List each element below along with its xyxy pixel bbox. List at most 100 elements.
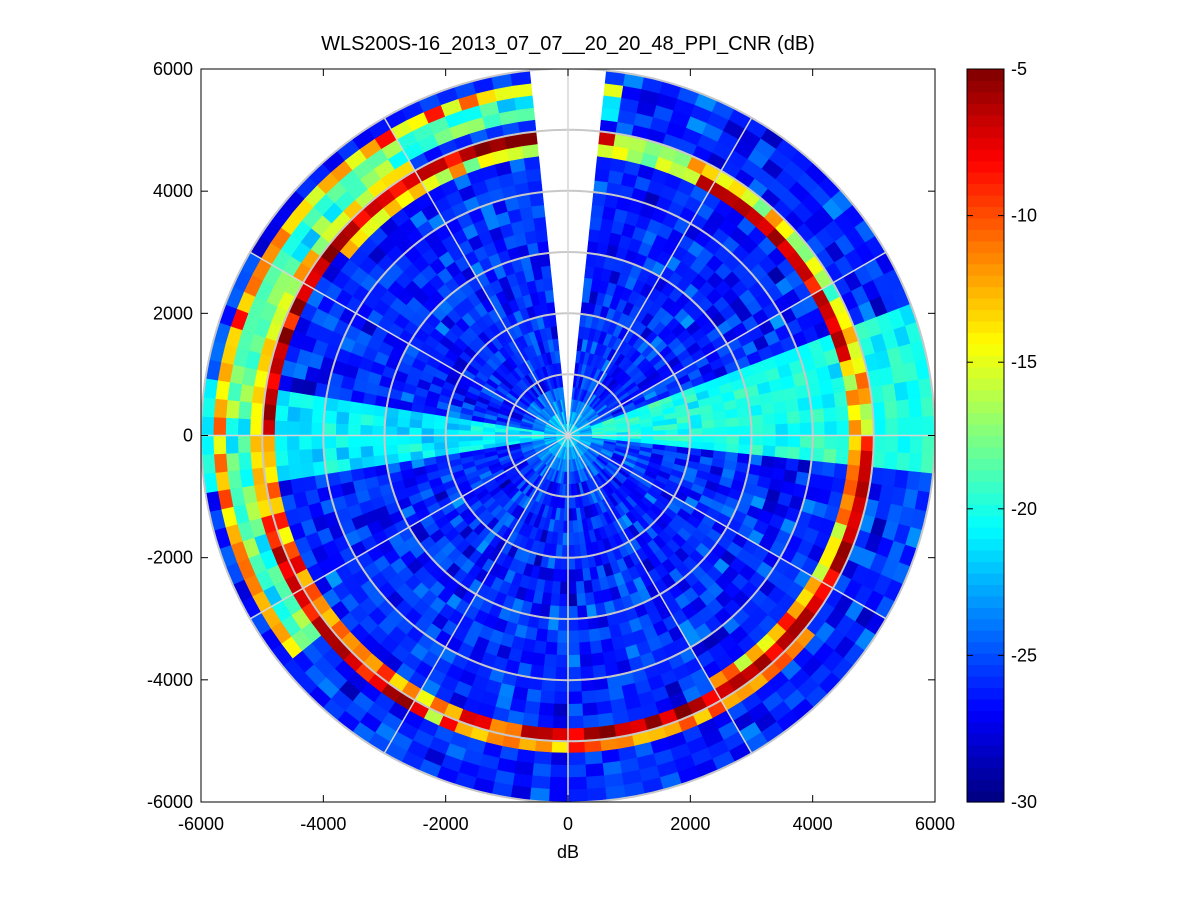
cnr-cell	[896, 452, 911, 472]
cnr-cell	[540, 265, 552, 279]
cnr-cell	[531, 652, 546, 667]
colorbar-step	[967, 114, 1004, 127]
cnr-cell	[572, 532, 580, 546]
cnr-cell	[225, 452, 240, 472]
cnr-cell	[274, 435, 288, 452]
colorbar-step	[967, 91, 1004, 104]
cnr-cell	[525, 167, 542, 183]
cnr-cell	[335, 423, 349, 436]
cnr-cell	[883, 400, 899, 420]
cnr-cell	[372, 444, 386, 457]
cnr-cell	[335, 410, 350, 425]
cnr-cell	[575, 593, 587, 607]
cnr-cell	[567, 740, 585, 754]
cnr-cell	[760, 402, 776, 416]
cnr-cell	[445, 428, 459, 436]
cnr-cell	[274, 404, 289, 422]
colorbar-tick-label: -20	[1011, 499, 1037, 519]
colorbar-step	[967, 733, 1004, 746]
cnr-cell	[556, 642, 569, 656]
colorbar-step	[967, 641, 1004, 654]
cnr-cell	[738, 435, 752, 446]
y-tick-label: 2000	[153, 303, 193, 323]
cnr-cell	[213, 398, 228, 418]
colorbar-tick-label: -10	[1011, 206, 1037, 226]
cnr-cell	[212, 416, 227, 436]
cnr-cell	[298, 435, 312, 450]
cnr-cell	[533, 751, 552, 766]
cnr-cell	[590, 652, 605, 667]
cnr-cell	[811, 435, 826, 450]
cnr-cell	[323, 447, 338, 462]
cnr-cell	[371, 435, 386, 447]
cnr-cell	[909, 416, 924, 436]
cnr-cell	[408, 442, 423, 453]
cnr-cell	[873, 418, 887, 436]
colorbar-step	[967, 263, 1004, 276]
cnr-cell	[538, 702, 555, 717]
cnr-cell	[274, 419, 288, 436]
colorbar-step	[967, 126, 1004, 139]
cnr-cell	[578, 641, 592, 656]
cnr-cell	[783, 386, 798, 402]
colorbar-step	[967, 229, 1004, 242]
cnr-cell	[787, 423, 801, 436]
colorbar-step	[967, 446, 1004, 459]
cnr-cell	[724, 408, 739, 420]
cnr-cell	[384, 435, 398, 446]
x-tick-label: 0	[563, 814, 573, 834]
cnr-cell	[561, 544, 569, 559]
cnr-cell	[567, 605, 578, 620]
cnr-cell	[567, 654, 581, 668]
cnr-cell	[836, 420, 850, 436]
cnr-cell	[372, 414, 386, 427]
cnr-cell	[310, 421, 325, 436]
cnr-cell	[845, 389, 861, 407]
cnr-cell	[762, 413, 777, 426]
y-tick-label: 6000	[153, 59, 193, 79]
plot-area	[200, 68, 936, 803]
cnr-cell	[567, 581, 577, 595]
cnr-cell	[582, 714, 600, 729]
cnr-cell	[775, 435, 789, 448]
cnr-cell	[551, 727, 569, 742]
cnr-cell	[581, 702, 598, 717]
cnr-cell	[584, 763, 605, 778]
cnr-cell	[653, 430, 667, 436]
cnr-cell	[529, 787, 550, 802]
cnr-cell	[347, 423, 361, 436]
azimuth-spoke	[567, 251, 887, 437]
cnr-cell	[835, 449, 850, 466]
cnr-cell	[584, 592, 596, 606]
cnr-cell	[824, 435, 838, 450]
cnr-cell	[773, 456, 788, 471]
cnr-cell	[396, 426, 410, 436]
cnr-cell	[551, 740, 569, 754]
colorbar-step	[967, 756, 1004, 769]
cnr-cell	[299, 461, 315, 478]
cnr-cell	[714, 426, 728, 436]
colorbar-step	[967, 504, 1004, 517]
cnr-cell	[763, 435, 777, 447]
cnr-cell	[533, 640, 547, 655]
cnr-cell	[833, 391, 849, 408]
cnr-cell	[586, 787, 607, 802]
cnr-cell	[529, 192, 545, 207]
cnr-cell	[544, 289, 555, 304]
cnr-cell	[798, 409, 813, 424]
cnr-cell	[560, 557, 569, 571]
cnr-cell	[556, 630, 569, 644]
cnr-cell	[567, 520, 574, 534]
y-tick-labels: -6000 -4000 -2000 0 2000 4000 6000	[147, 59, 193, 812]
colorbar-step	[967, 332, 1004, 345]
cnr-cell	[249, 418, 263, 436]
cnr-cell	[585, 604, 598, 619]
colorbar-step	[967, 160, 1004, 173]
cnr-cell	[701, 419, 715, 429]
cnr-cell	[286, 405, 301, 422]
cnr-cell	[384, 415, 399, 427]
cnr-cell	[396, 417, 411, 428]
colorbar-step	[967, 389, 1004, 402]
cnr-cell	[750, 444, 764, 457]
colorbar-frame	[966, 68, 1005, 803]
